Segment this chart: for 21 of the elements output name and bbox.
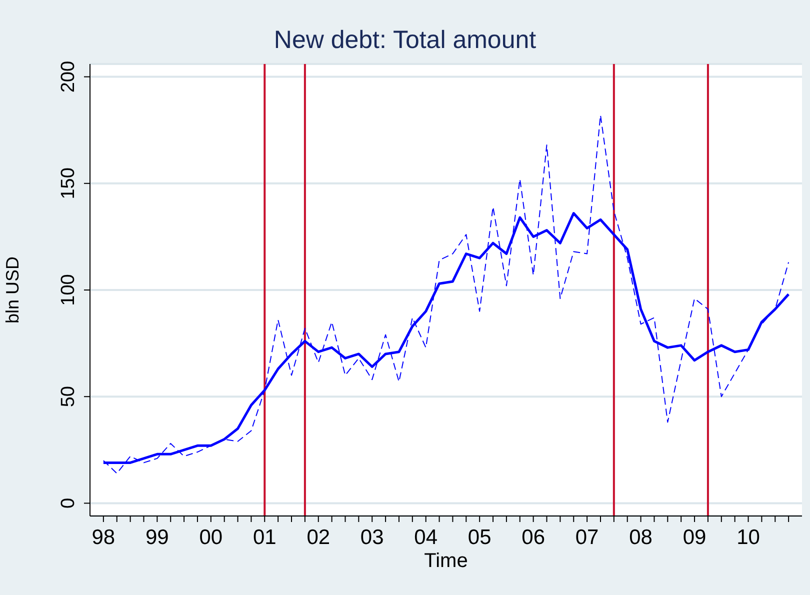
x-tick-label: 99	[145, 526, 169, 549]
x-tick-label: 04	[414, 526, 438, 549]
x-tick-label: 08	[629, 526, 652, 549]
y-axis-title: bln USD	[2, 256, 22, 324]
x-tick-label: 07	[575, 526, 599, 549]
x-tick-label: 03	[360, 526, 384, 549]
x-tick-label: 02	[306, 526, 330, 549]
x-tick-label: 10	[736, 526, 760, 549]
y-tick-label: 50	[58, 386, 79, 408]
x-tick-label: 06	[522, 526, 545, 549]
x-tick-label: 98	[92, 526, 116, 549]
y-tick-label: 0	[58, 498, 79, 508]
y-tick-label: 150	[58, 168, 79, 200]
x-axis-title: Time	[424, 550, 468, 572]
y-tick-label: 100	[58, 274, 79, 306]
x-tick-label: 05	[468, 526, 492, 549]
chart-title: New debt: Total amount	[272, 26, 538, 55]
x-tick-label: 09	[682, 526, 706, 549]
x-tick-label: 01	[252, 526, 276, 549]
x-tick-label: 00	[199, 526, 223, 549]
y-tick-label: 200	[58, 60, 79, 93]
